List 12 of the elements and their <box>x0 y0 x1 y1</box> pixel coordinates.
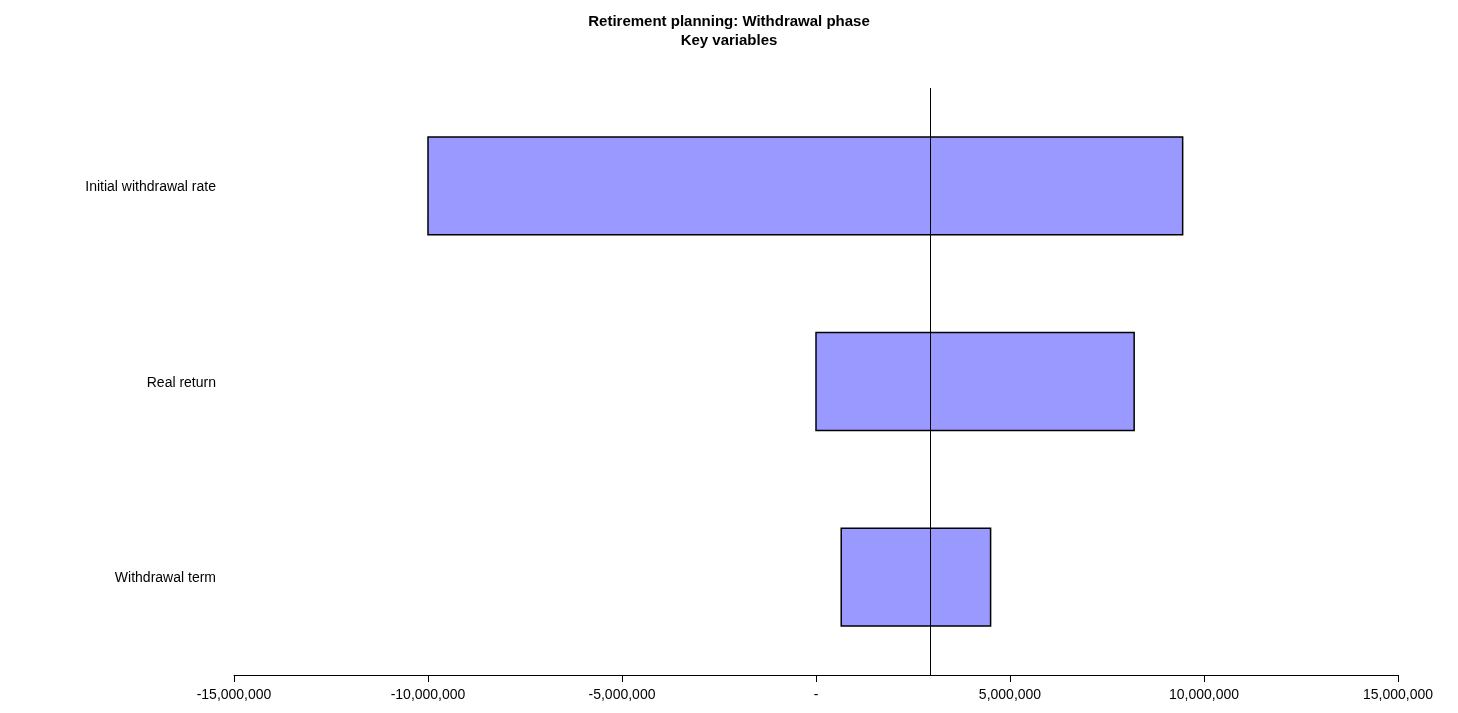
x-tick-label: 15,000,000 <box>1362 686 1434 702</box>
x-tick-label: -10,000,000 <box>390 686 466 702</box>
y-tick-label: Withdrawal term <box>114 569 216 586</box>
chart-title: Retirement planning: Withdrawal phase <box>588 12 870 29</box>
x-tick-label: 10,000,000 <box>1168 686 1240 702</box>
y-tick-label: Initial withdrawal rate <box>85 177 217 194</box>
x-tick-label: 5,000,000 <box>978 686 1042 702</box>
chart-subtitle: Key variables <box>680 31 778 48</box>
x-tick-label: -15,000,000 <box>196 686 272 702</box>
x-tick-label: -5,000,000 <box>588 686 656 702</box>
x-tick-label: - <box>813 686 819 702</box>
y-tick-label: Real return <box>146 373 216 390</box>
